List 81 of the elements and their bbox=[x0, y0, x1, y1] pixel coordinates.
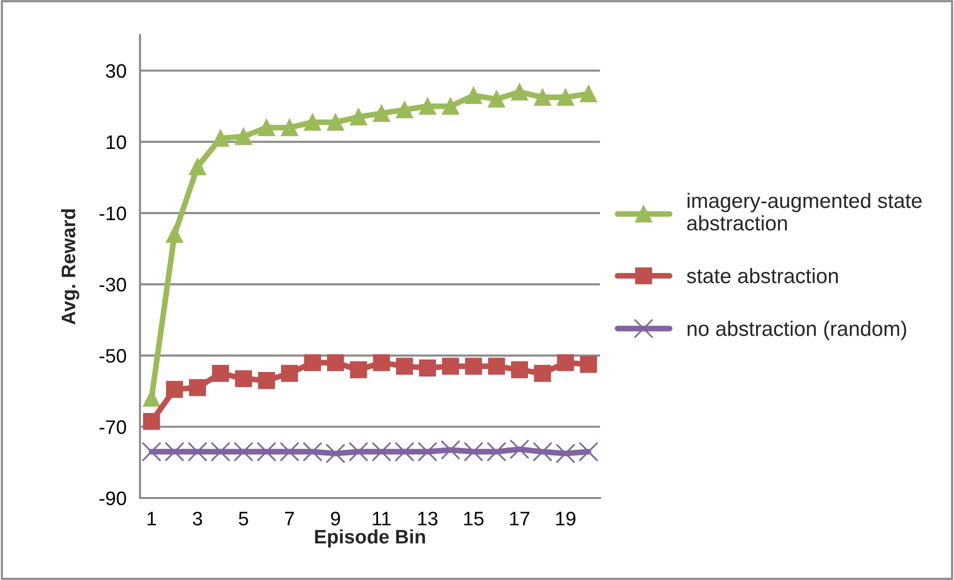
point bbox=[304, 114, 321, 131]
point bbox=[394, 442, 414, 462]
point bbox=[256, 442, 276, 462]
x-tick-label: 15 bbox=[464, 512, 484, 526]
point bbox=[235, 370, 252, 388]
point bbox=[281, 364, 298, 382]
point bbox=[326, 444, 346, 464]
point bbox=[372, 442, 392, 462]
point bbox=[419, 360, 436, 376]
point bbox=[348, 442, 368, 462]
point bbox=[304, 354, 321, 372]
point bbox=[580, 356, 597, 373]
point bbox=[534, 88, 551, 106]
point bbox=[486, 442, 506, 462]
point bbox=[465, 87, 482, 104]
x-tick-label: 17 bbox=[510, 512, 530, 526]
point bbox=[511, 84, 528, 100]
point bbox=[166, 226, 183, 243]
point bbox=[258, 119, 275, 136]
point bbox=[440, 440, 460, 460]
point bbox=[511, 361, 528, 378]
point bbox=[442, 358, 459, 375]
point bbox=[419, 98, 436, 115]
x-tick-label: 3 bbox=[192, 512, 202, 526]
point bbox=[373, 354, 390, 372]
point bbox=[464, 442, 484, 462]
point bbox=[188, 442, 208, 462]
legend-label: state abstraction bbox=[686, 268, 838, 284]
point bbox=[189, 158, 206, 176]
point bbox=[327, 114, 344, 131]
y-tick-label: -90 bbox=[100, 491, 126, 506]
point bbox=[418, 442, 438, 462]
point bbox=[212, 130, 229, 147]
point bbox=[350, 361, 367, 378]
y-tick-label: 30 bbox=[106, 64, 126, 78]
point bbox=[258, 372, 275, 389]
point bbox=[234, 442, 254, 462]
point bbox=[557, 88, 574, 106]
point bbox=[488, 90, 505, 108]
point bbox=[281, 119, 298, 136]
y-axis-title: Avg. Reward bbox=[61, 209, 80, 325]
point bbox=[534, 364, 551, 382]
point bbox=[164, 442, 184, 462]
point bbox=[396, 101, 413, 118]
x-axis-title: Episode Bin bbox=[315, 529, 425, 548]
point bbox=[396, 358, 413, 375]
point bbox=[556, 444, 576, 464]
x-tick-label: 7 bbox=[285, 512, 294, 526]
y-tick-label: -50 bbox=[100, 349, 126, 363]
point bbox=[280, 442, 300, 462]
point bbox=[189, 379, 206, 396]
point bbox=[327, 354, 344, 372]
point bbox=[302, 442, 322, 462]
point bbox=[210, 442, 230, 462]
point bbox=[373, 104, 390, 122]
point bbox=[212, 364, 229, 382]
y-tick-label: -70 bbox=[100, 420, 126, 434]
point bbox=[465, 358, 482, 375]
point bbox=[578, 442, 598, 462]
x-tick-label: 19 bbox=[556, 512, 576, 526]
point bbox=[488, 358, 505, 375]
x-tick-label: 5 bbox=[238, 512, 248, 526]
legend-label: imagery-augmented state abstraction bbox=[687, 192, 922, 231]
legend-label: no abstraction (random) bbox=[688, 320, 906, 340]
point bbox=[142, 442, 162, 462]
x-tick-label: 1 bbox=[148, 512, 156, 526]
point bbox=[580, 85, 597, 102]
point bbox=[235, 128, 252, 145]
x-tick-label: 13 bbox=[418, 512, 438, 526]
y-tick-label: -10 bbox=[100, 206, 126, 220]
point bbox=[557, 354, 574, 372]
point bbox=[350, 108, 367, 126]
x-tick-label: 9 bbox=[331, 512, 340, 526]
x-tick-label: 11 bbox=[372, 512, 391, 526]
y-tick-label: 10 bbox=[106, 135, 126, 150]
point bbox=[442, 98, 459, 115]
point bbox=[143, 412, 160, 430]
point bbox=[532, 442, 552, 462]
point bbox=[510, 439, 530, 460]
y-tick-label: -30 bbox=[100, 278, 126, 292]
point bbox=[166, 380, 183, 398]
